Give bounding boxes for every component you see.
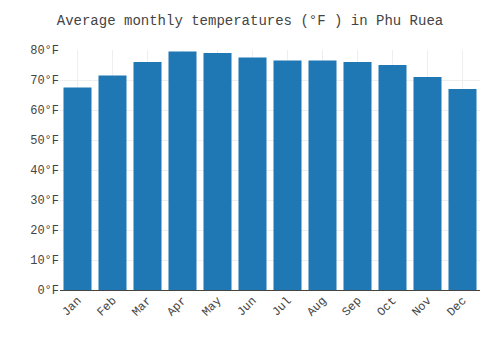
svg-text:Mar: Mar [129, 294, 154, 319]
svg-text:May: May [199, 294, 224, 319]
svg-text:Oct: Oct [374, 294, 399, 319]
svg-text:Nov: Nov [409, 294, 434, 319]
svg-text:Average monthly temperatures (: Average monthly temperatures (°F ) in Ph… [57, 13, 443, 29]
svg-text:50°F: 50°F [30, 134, 59, 148]
svg-text:40°F: 40°F [30, 164, 59, 178]
svg-text:20°F: 20°F [30, 224, 59, 238]
svg-text:Jun: Jun [234, 294, 259, 319]
svg-text:Apr: Apr [164, 294, 189, 319]
svg-text:Sep: Sep [339, 294, 364, 319]
svg-text:Jan: Jan [59, 294, 84, 319]
svg-text:Dec: Dec [444, 294, 469, 319]
svg-text:Feb: Feb [94, 294, 119, 319]
svg-text:0°F: 0°F [37, 284, 59, 298]
svg-text:80°F: 80°F [30, 44, 59, 58]
svg-text:Aug: Aug [304, 294, 329, 319]
svg-text:10°F: 10°F [30, 254, 59, 268]
svg-text:60°F: 60°F [30, 104, 59, 118]
svg-text:30°F: 30°F [30, 194, 59, 208]
svg-text:Jul: Jul [269, 294, 294, 319]
svg-text:70°F: 70°F [30, 74, 59, 88]
